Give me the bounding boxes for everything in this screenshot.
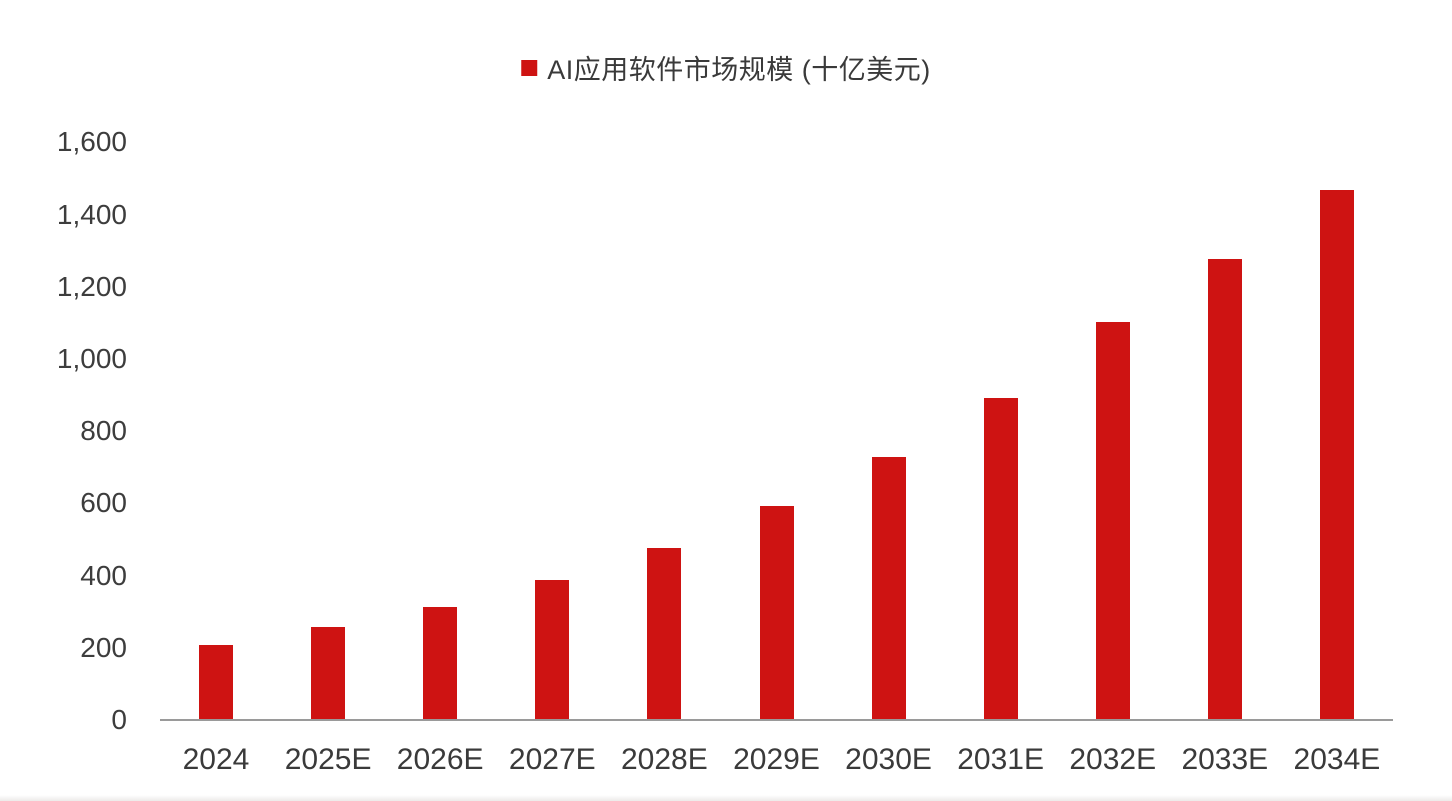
- x-tick-label: 2025E: [284, 743, 372, 776]
- bar-2031E: [983, 397, 1018, 719]
- x-tick-label: 2034E: [1293, 743, 1381, 776]
- legend-swatch-icon: [521, 59, 538, 76]
- bar-2024: [199, 644, 234, 719]
- y-tick-label: 1,000: [56, 343, 127, 374]
- x-tick-label: 2033E: [1181, 743, 1269, 776]
- chart-legend: AI应用软件市场规模 (十亿美元): [521, 48, 931, 87]
- bar-2027E: [535, 580, 570, 719]
- x-tick-label: 2024: [182, 743, 250, 776]
- y-tick-label: 200: [80, 631, 127, 663]
- x-tick-label: 2030E: [845, 743, 932, 776]
- x-tick-label: 2032E: [1069, 743, 1157, 776]
- bar-2026E: [423, 607, 458, 719]
- y-tick-label: 0: [111, 704, 127, 735]
- y-tick-label: 400: [80, 559, 127, 591]
- x-axis-line: [160, 719, 1393, 721]
- bar-2033E: [1207, 258, 1242, 719]
- bar-2028E: [647, 547, 682, 719]
- bar-2032E: [1095, 321, 1130, 719]
- bar-2029E: [759, 506, 794, 719]
- x-tick-label: 2026E: [396, 743, 484, 776]
- bar-2025E: [311, 626, 346, 719]
- y-tick-label: 1,200: [56, 270, 127, 302]
- bar-2034E: [1319, 190, 1354, 719]
- bar-2030E: [871, 457, 906, 719]
- y-tick-label: 1,400: [56, 198, 127, 230]
- y-tick-label: 1,600: [56, 126, 127, 158]
- y-tick-label: 800: [80, 415, 127, 447]
- legend-label: AI应用软件市场规模 (十亿美元): [547, 55, 931, 85]
- x-tick-label: 2031E: [957, 743, 1044, 776]
- x-tick-label: 2029E: [733, 743, 820, 776]
- page-bottom-edge: [0, 795, 1452, 801]
- x-tick-label: 2027E: [508, 743, 596, 776]
- x-tick-label: 2028E: [620, 743, 708, 776]
- y-tick-label: 600: [80, 487, 127, 519]
